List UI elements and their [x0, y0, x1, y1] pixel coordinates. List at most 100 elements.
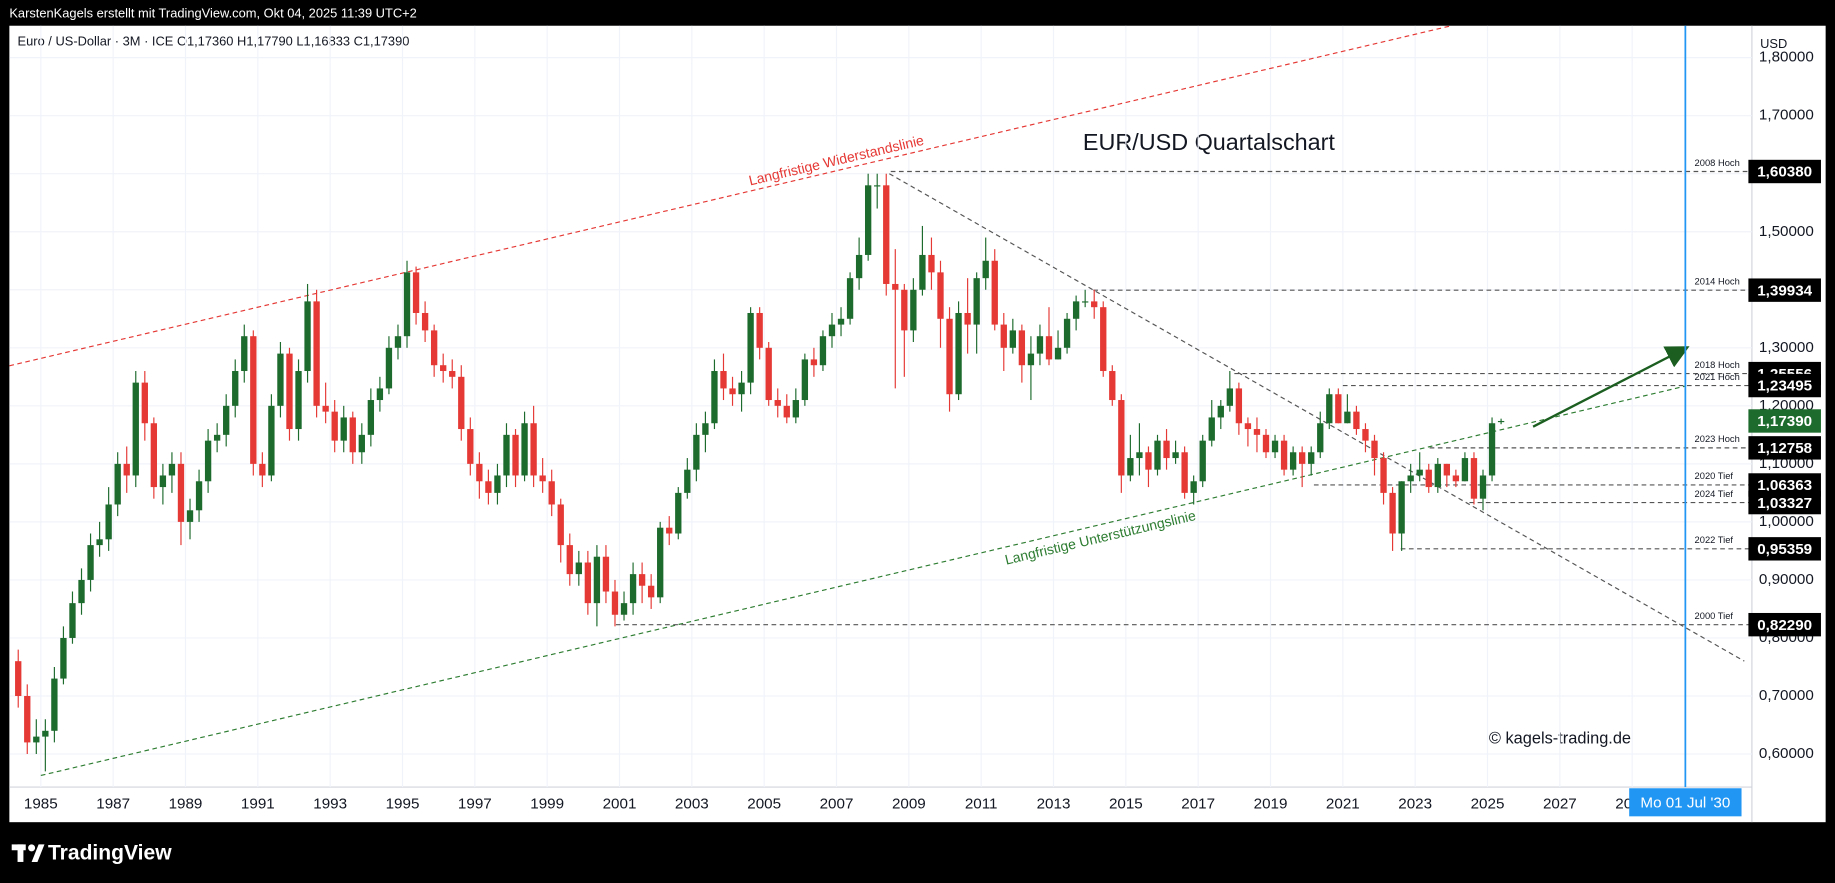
- candle-body: [946, 318, 953, 395]
- candle-body: [186, 510, 194, 522]
- candle-body: [503, 434, 510, 476]
- level-price-label: 0,95359: [1757, 541, 1812, 558]
- header: KarstenKagels erstellt mit TradingView.c…: [9, 5, 416, 20]
- candle-body: [982, 260, 989, 279]
- candle-body: [828, 324, 836, 337]
- candle-body: [846, 278, 854, 319]
- candle-body: [268, 405, 275, 476]
- symbol-legend: Euro / US-Dollar · 3M · ICE O1,17360 H1,…: [18, 33, 410, 48]
- candle-body: [729, 388, 736, 395]
- level-price-label: 1,60380: [1757, 164, 1812, 181]
- level-price-label: 0,82290: [1757, 617, 1812, 634]
- candle-body: [819, 336, 827, 366]
- candle-body: [1407, 475, 1414, 482]
- candle-body: [15, 661, 22, 696]
- candle-body: [367, 400, 375, 435]
- candle-body: [1479, 475, 1487, 499]
- candle-body: [1027, 353, 1035, 366]
- candle-body: [1018, 330, 1026, 366]
- candle-body: [1497, 420, 1505, 423]
- candle-body: [1109, 371, 1116, 401]
- candle-body: [575, 562, 582, 575]
- candle-body: [78, 579, 85, 604]
- candle-body: [1488, 423, 1496, 476]
- candle-body: [901, 289, 908, 331]
- candle-body: [114, 463, 121, 505]
- candle-body: [837, 318, 845, 325]
- candle-body: [24, 695, 31, 743]
- x-tick-label: 2019: [1254, 796, 1288, 813]
- candle-body: [1425, 469, 1432, 488]
- candle-body: [1271, 440, 1279, 453]
- candle-body: [855, 254, 863, 279]
- brand: TradingView: [48, 841, 172, 864]
- x-tick-label: 1993: [313, 796, 347, 813]
- candle-body: [593, 556, 601, 604]
- level-label: 2014 Hoch: [1695, 276, 1740, 286]
- x-tick-label: 1989: [169, 796, 203, 813]
- candle-body: [1362, 429, 1369, 441]
- y-tick-label: 0,60000: [1759, 745, 1814, 762]
- candle-body: [349, 417, 356, 453]
- y-tick-label: 1,80000: [1759, 49, 1814, 66]
- candle-body: [1344, 411, 1351, 424]
- candle-body: [60, 637, 67, 679]
- candle-body: [358, 434, 365, 453]
- level-price-box: [1748, 473, 1821, 497]
- candle-body: [874, 185, 881, 187]
- candle-body: [1299, 452, 1306, 464]
- candle-body: [1335, 394, 1342, 424]
- candle-body: [629, 574, 637, 604]
- candle-body: [1226, 388, 1233, 406]
- candle-body: [1054, 347, 1062, 360]
- candle-body: [720, 371, 727, 389]
- candle-body: [421, 312, 429, 331]
- candle-body: [937, 272, 944, 319]
- candle-body: [792, 400, 799, 418]
- candle-body: [42, 730, 49, 737]
- candle-body: [132, 382, 139, 476]
- candle-body: [340, 417, 347, 441]
- candle-body: [693, 434, 700, 470]
- candle-body: [765, 347, 772, 401]
- candle-body: [1172, 452, 1179, 459]
- candle-body: [928, 254, 935, 273]
- candle-body: [277, 353, 284, 406]
- level-label: 2023 Hoch: [1695, 434, 1740, 444]
- level-price-box: [1748, 159, 1821, 184]
- candle-body: [223, 405, 230, 435]
- x-tick-label: 2027: [1543, 796, 1577, 813]
- candle-body: [964, 312, 971, 325]
- chart-panel: [9, 25, 1826, 823]
- candle-body: [295, 371, 302, 430]
- candle-body: [647, 585, 655, 598]
- candle-body: [864, 185, 872, 255]
- candle-body: [96, 539, 103, 546]
- candle-body: [241, 336, 248, 372]
- candle-body: [1145, 452, 1152, 470]
- candle-body: [1199, 440, 1206, 482]
- candle-body: [539, 475, 546, 482]
- y-tick-label: 1,00000: [1759, 513, 1814, 530]
- x-tick-label: 1997: [458, 796, 492, 813]
- candle-body: [1091, 301, 1098, 308]
- level-price-label: 1,23495: [1757, 378, 1812, 395]
- candle-body: [1181, 452, 1188, 493]
- candle-body: [1434, 463, 1441, 488]
- candle-body: [394, 336, 402, 348]
- level-label: 2020 Tief: [1695, 471, 1734, 481]
- candle-body: [1317, 423, 1324, 453]
- candle-body: [666, 527, 673, 534]
- chart-title: EUR/USD Quartalschart: [1083, 129, 1336, 155]
- candle-body: [1217, 405, 1224, 418]
- level-label: 2018 Hoch: [1695, 360, 1740, 370]
- candle-body: [1470, 458, 1478, 499]
- support-line: [40, 385, 1686, 777]
- candle-body: [1190, 481, 1197, 493]
- candle-body: [657, 527, 664, 598]
- candle-body: [1416, 469, 1423, 476]
- level-price-box: [1748, 278, 1821, 302]
- candle-body: [1163, 440, 1170, 459]
- x-tick-label: 2013: [1037, 796, 1071, 813]
- level-price-label: 1,12758: [1757, 440, 1812, 457]
